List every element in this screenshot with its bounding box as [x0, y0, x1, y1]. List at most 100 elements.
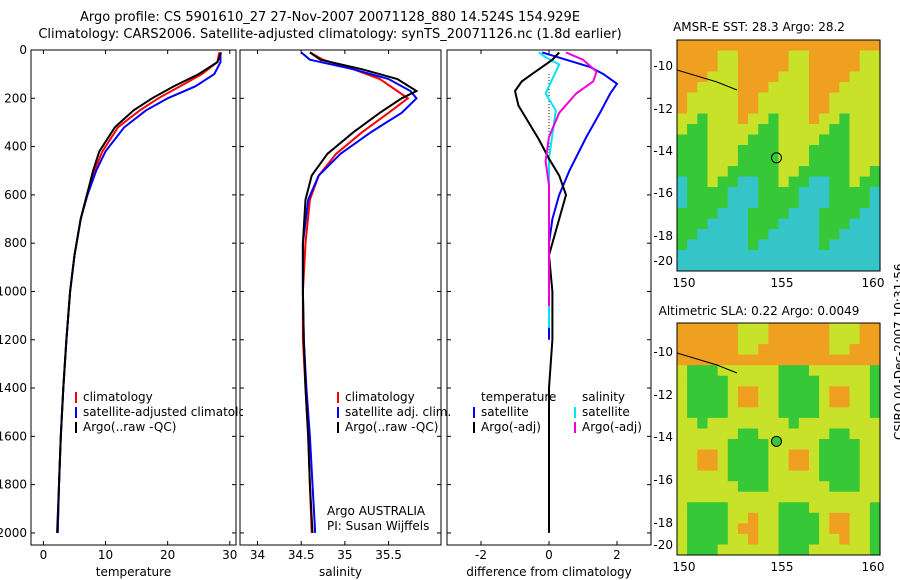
map-cell — [707, 533, 719, 545]
map-cell — [829, 260, 840, 272]
map-cell — [727, 523, 739, 535]
map-cell — [748, 40, 759, 51]
map-cell — [829, 50, 840, 62]
map-cell — [737, 197, 749, 209]
map-cell — [869, 439, 881, 450]
map-cell — [737, 449, 749, 461]
map-cell — [788, 428, 800, 440]
map-cell — [717, 365, 729, 377]
map-cell — [778, 470, 790, 482]
map-cell — [819, 470, 830, 482]
map-cell — [778, 523, 790, 535]
map-cell — [737, 61, 749, 72]
map-cell — [687, 523, 698, 535]
map-cell — [748, 166, 759, 177]
x-tick-label: 35.5 — [375, 548, 402, 562]
legend-header-salinity: salinity — [582, 390, 626, 404]
map-cell — [829, 176, 840, 188]
map-cell — [798, 428, 810, 440]
map-cell — [677, 239, 688, 251]
map-cell — [829, 218, 840, 230]
map-cell — [849, 208, 861, 219]
map-cell — [798, 208, 810, 219]
map-cell — [798, 354, 810, 366]
map-cell — [829, 113, 840, 125]
series-line-satellite-adj-clim- — [300, 51, 418, 533]
map-cell — [869, 428, 881, 440]
map-cell — [819, 145, 830, 156]
map-cell — [829, 323, 840, 334]
map-cell — [809, 439, 820, 450]
chart-title-line1: Argo profile: CS 5901610_27 27-Nov-2007 … — [79, 10, 581, 25]
map-cell — [758, 491, 769, 503]
map-cell — [809, 40, 820, 51]
map-cell — [859, 250, 871, 261]
map-cell — [717, 502, 729, 514]
map-cell — [758, 260, 769, 272]
map-cell — [737, 82, 749, 93]
map-cell — [809, 229, 820, 240]
map-cell — [717, 344, 729, 356]
map-cell — [758, 428, 769, 440]
y-tick-label: 600 — [4, 188, 27, 202]
map-cell — [849, 113, 861, 125]
map-cell — [707, 491, 719, 503]
map-cell — [788, 460, 800, 472]
map-cell — [717, 166, 729, 177]
map-cell — [697, 470, 708, 482]
map-cell — [839, 449, 851, 461]
map-cell — [859, 481, 871, 493]
map-cell — [677, 103, 688, 114]
map-cell — [707, 40, 719, 51]
map-cell — [819, 439, 830, 450]
series-line-temperature-argo-adj- — [513, 51, 568, 533]
map-cell — [717, 323, 729, 334]
map-cell — [829, 470, 840, 482]
map-cell — [737, 523, 749, 535]
map-cell — [798, 502, 810, 514]
map-cell — [839, 544, 851, 556]
map-x-tick-label: 155 — [771, 276, 794, 290]
map-cell — [707, 428, 719, 440]
map-cell — [697, 523, 708, 535]
map-cell — [788, 166, 800, 177]
map-cell — [839, 229, 851, 240]
map-cell — [687, 460, 698, 472]
map-cell — [697, 260, 708, 272]
map-cell — [788, 229, 800, 240]
map-cell — [707, 512, 719, 524]
map-cell — [768, 544, 780, 556]
map-cell — [849, 491, 861, 503]
legend-swatch-sal-argo — [574, 422, 576, 433]
map-cell — [859, 124, 871, 135]
map-cell — [809, 333, 820, 345]
map-cell — [859, 40, 871, 51]
map-cell — [768, 460, 780, 472]
legend-label-argo: Argo(..raw -QC) — [83, 420, 177, 434]
map-cell — [758, 155, 769, 167]
map-cell — [687, 50, 698, 62]
map-cell — [829, 145, 840, 156]
map-cell — [839, 470, 851, 482]
map-cell — [768, 523, 780, 535]
legend-swatch-argo — [337, 422, 339, 433]
map-cell — [798, 61, 810, 72]
map-cell — [819, 176, 830, 188]
map-cell — [809, 428, 820, 440]
map-cell — [839, 103, 851, 114]
map-cell — [778, 491, 790, 503]
map-cell — [869, 50, 881, 62]
map-cell — [778, 512, 790, 524]
map-cell — [758, 417, 769, 429]
map-cell — [687, 481, 698, 493]
map-cell — [869, 92, 881, 104]
map-cell — [859, 166, 871, 177]
map-cell — [697, 375, 708, 387]
map-cell — [839, 396, 851, 408]
map-cell — [839, 533, 851, 545]
map-cell — [687, 155, 698, 167]
map-cell — [727, 396, 739, 408]
map-cell — [758, 523, 769, 535]
map-cell — [687, 354, 698, 366]
map-cell — [859, 354, 871, 366]
